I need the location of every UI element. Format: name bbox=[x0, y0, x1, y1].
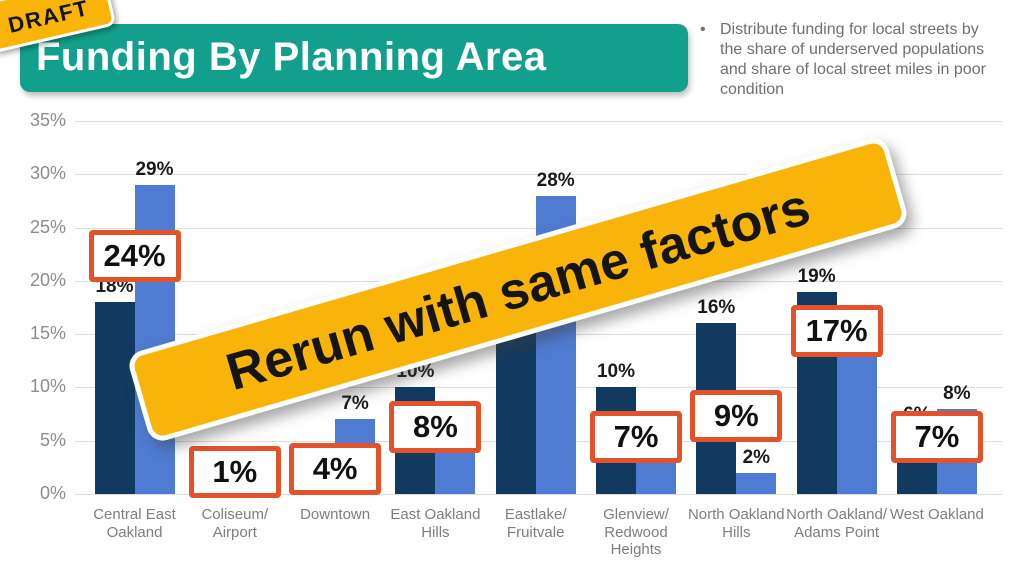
x-axis-category-label: East Oakland Hills bbox=[390, 506, 481, 541]
highlight-value-box: 7% bbox=[890, 411, 983, 464]
gridline bbox=[75, 174, 1002, 176]
x-axis-category-label: West Oakland bbox=[889, 506, 984, 523]
x-axis-category-label: Coliseum/ Airport bbox=[201, 506, 269, 541]
bullet-note: • Distribute funding for local streets b… bbox=[700, 20, 1012, 100]
blue-series-bar bbox=[636, 462, 676, 494]
bar-value-label: 2% bbox=[742, 446, 771, 468]
x-axis-category-label: Downtown bbox=[300, 506, 371, 523]
bullet-text: Distribute funding for local streets by … bbox=[720, 21, 986, 98]
y-axis-tick: 15% bbox=[29, 323, 66, 344]
blue-series-bar bbox=[736, 472, 777, 494]
x-axis-category-label: Eastlake/ Fruitvale bbox=[504, 506, 567, 541]
gridline bbox=[75, 494, 1002, 495]
bar-value-label: 19% bbox=[797, 265, 836, 287]
y-axis-tick: 35% bbox=[29, 110, 66, 130]
bar-value-label: 7% bbox=[341, 393, 369, 415]
bar-value-label: 8% bbox=[943, 382, 971, 404]
y-axis-tick: 0% bbox=[39, 483, 66, 503]
y-axis-tick: 10% bbox=[29, 376, 66, 397]
y-axis-tick: 20% bbox=[29, 269, 66, 290]
title-banner: Funding By Planning Area bbox=[20, 24, 688, 92]
highlight-value-box: 8% bbox=[389, 400, 482, 453]
highlight-value-box: 9% bbox=[690, 390, 783, 443]
bar-value-label: 28% bbox=[536, 169, 575, 191]
bar-value-label: 10% bbox=[596, 361, 636, 383]
x-axis-category-label: Central East Oakland bbox=[93, 506, 176, 541]
bar-value-label: 16% bbox=[697, 297, 736, 319]
highlight-value-box: 7% bbox=[590, 411, 682, 464]
highlight-value-box: 24% bbox=[88, 230, 181, 283]
x-axis-category-label: North Oakland/ Adams Point bbox=[786, 506, 888, 541]
highlight-value-box: 1% bbox=[188, 446, 281, 498]
highlight-value-box: 4% bbox=[289, 443, 382, 496]
gridline bbox=[75, 121, 1002, 122]
bullet-icon: • bbox=[700, 21, 706, 38]
y-axis-tick: 25% bbox=[29, 216, 66, 237]
x-axis-category-label: Glenview/ Redwood Heights bbox=[603, 506, 669, 559]
page-title: Funding By Planning Area bbox=[36, 35, 547, 79]
x-axis-category-label: North Oakland Hills bbox=[687, 506, 785, 541]
y-axis-tick: 30% bbox=[29, 163, 66, 184]
y-axis-tick: 5% bbox=[39, 429, 66, 450]
bar-value-label: 29% bbox=[135, 158, 174, 180]
navy-series-bar bbox=[94, 302, 135, 494]
highlight-value-box: 17% bbox=[790, 304, 883, 357]
draft-badge-label: DRAFT bbox=[5, 0, 92, 38]
